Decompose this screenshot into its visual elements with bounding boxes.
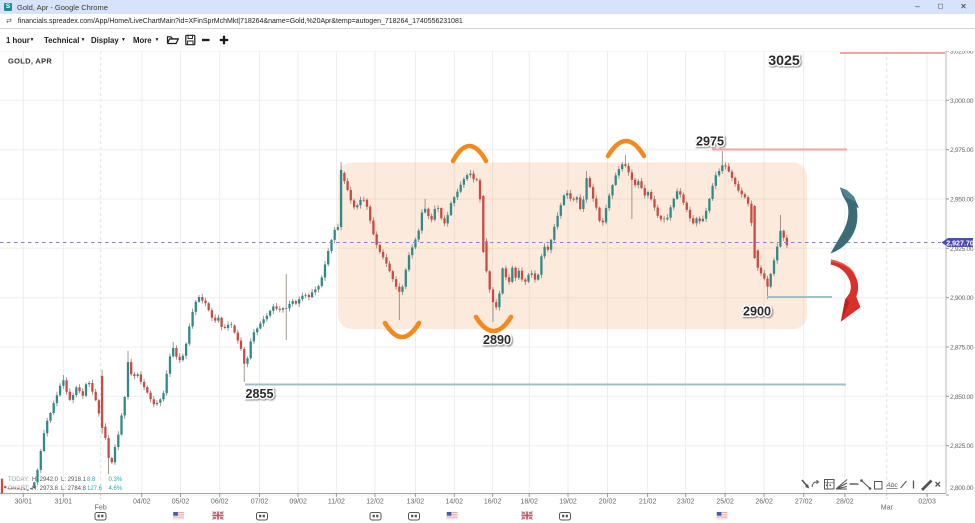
- svg-text:3,025.00: 3,025.00: [950, 49, 974, 56]
- svg-text:H: 2973.8: H: 2973.8: [32, 486, 59, 492]
- svg-text:L: 2784.8: L: 2784.8: [61, 486, 87, 492]
- svg-text:4.6%: 4.6%: [109, 486, 123, 492]
- svg-text:23/02: 23/02: [677, 499, 695, 506]
- svg-text:02/03: 02/03: [918, 499, 936, 506]
- svg-text:31/01: 31/01: [55, 499, 73, 506]
- svg-text:3025: 3025: [768, 53, 800, 69]
- svg-text:3,000.00: 3,000.00: [950, 98, 974, 105]
- svg-text:20/02: 20/02: [599, 499, 617, 506]
- svg-text:26/02: 26/02: [755, 499, 773, 506]
- svg-text:25/02: 25/02: [716, 499, 734, 506]
- svg-text:11/02: 11/02: [328, 499, 345, 506]
- svg-text:2975: 2975: [696, 135, 724, 149]
- svg-text:CHART:: CHART:: [8, 486, 30, 492]
- svg-text:19/02: 19/02: [559, 499, 577, 506]
- svg-text:12/02: 12/02: [366, 499, 384, 506]
- svg-text:14/02: 14/02: [446, 499, 464, 506]
- svg-text:13/02: 13/02: [407, 499, 425, 506]
- svg-text:2855: 2855: [245, 387, 273, 401]
- svg-text:2890: 2890: [483, 333, 511, 347]
- svg-text:Feb: Feb: [95, 505, 107, 512]
- svg-text:27/02: 27/02: [795, 499, 813, 506]
- svg-text:0.3%: 0.3%: [109, 477, 123, 483]
- svg-text:127.6: 127.6: [87, 486, 103, 492]
- svg-text:30/01: 30/01: [15, 499, 33, 506]
- svg-text:GOLD, APR: GOLD, APR: [8, 57, 52, 66]
- svg-text:09/02: 09/02: [289, 499, 307, 506]
- svg-text:05/02: 05/02: [172, 499, 190, 506]
- svg-text:L: 2918.1: L: 2918.1: [61, 477, 87, 483]
- svg-text:2,825.00: 2,825.00: [950, 443, 974, 450]
- svg-text:06/02: 06/02: [211, 499, 229, 506]
- svg-text:Mar: Mar: [881, 505, 894, 512]
- svg-text:2,850.00: 2,850.00: [950, 394, 974, 401]
- svg-text:04/02: 04/02: [133, 499, 151, 506]
- svg-text:Abc: Abc: [886, 482, 899, 489]
- svg-text:18/02: 18/02: [520, 499, 538, 506]
- svg-text:21/02: 21/02: [639, 499, 657, 506]
- svg-text:2,975.00: 2,975.00: [950, 147, 974, 154]
- svg-text:2,927.70: 2,927.70: [946, 239, 974, 247]
- svg-text:2,875.00: 2,875.00: [950, 345, 974, 352]
- svg-text:2,950.00: 2,950.00: [950, 197, 974, 204]
- svg-text:H: 2942.0: H: 2942.0: [32, 477, 59, 483]
- svg-text:2,925.00: 2,925.00: [950, 246, 974, 253]
- svg-text:8.8: 8.8: [87, 477, 96, 483]
- svg-text:28/02: 28/02: [836, 499, 854, 506]
- svg-text:07/02: 07/02: [251, 499, 269, 506]
- svg-text:16/02: 16/02: [484, 499, 502, 506]
- svg-text:2,900.00: 2,900.00: [950, 295, 974, 302]
- svg-text:2,800.00: 2,800.00: [950, 485, 974, 492]
- svg-text:2900: 2900: [743, 305, 771, 319]
- svg-text:TODAY:: TODAY:: [8, 477, 30, 483]
